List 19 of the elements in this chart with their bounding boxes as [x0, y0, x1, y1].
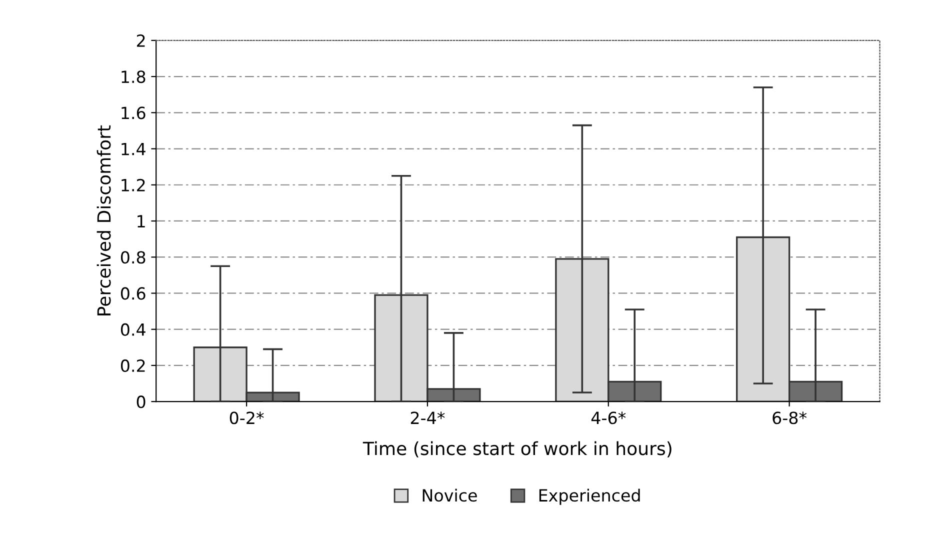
x-axis-title: Time (since start of work in hours): [362, 441, 672, 458]
x-tick-label: 2-4*: [410, 412, 445, 424]
y-tick-label: 0.8: [120, 251, 146, 264]
x-tick-label: 4-6*: [591, 412, 626, 424]
y-tick-label: 1.4: [122, 142, 146, 156]
y-axis-title: Perceived Discomfort: [96, 125, 111, 316]
legend-label: Experienced: [539, 488, 640, 505]
legend-label: Novice: [422, 488, 477, 502]
x-tick-label: 0-2*: [230, 412, 264, 424]
y-tick-label: 2: [136, 34, 145, 47]
y-tick-label: 0.4: [120, 323, 146, 336]
x-tick-label: 6-8*: [772, 412, 807, 424]
y-tick-label: 0.6: [120, 287, 146, 300]
y-tick-label: 0: [136, 396, 146, 408]
y-tick-label: 0.2: [120, 359, 145, 372]
y-tick-label: 1.6: [122, 106, 146, 120]
y-tick-label: 1.8: [122, 70, 146, 84]
y-tick-label: 1: [138, 215, 145, 228]
y-tick-label: 1.2: [122, 178, 145, 192]
